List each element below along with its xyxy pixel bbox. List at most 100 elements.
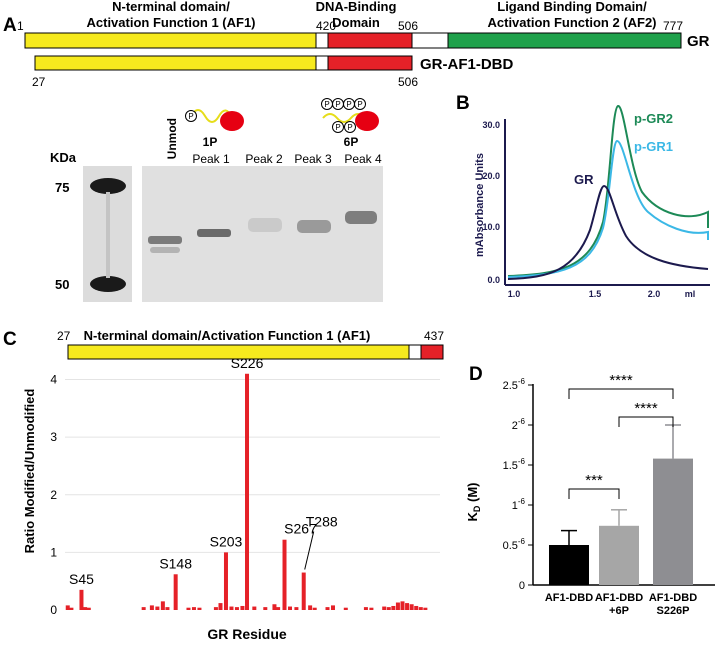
c-bar: [83, 607, 88, 610]
d-significance-bracket: [618, 416, 674, 427]
1p-tail-icon: [190, 109, 233, 123]
c-bar: [234, 607, 239, 610]
d-ylabel-base: K: [465, 512, 480, 522]
d-category-label: AF1-DBD: [649, 592, 697, 604]
c-ytick-label: 2: [50, 488, 57, 502]
gr-hinge-segment: [411, 32, 449, 49]
d-significance: ***********: [568, 372, 674, 499]
c-bar: [395, 602, 400, 610]
c-bar: [86, 607, 91, 610]
d-bar: [599, 525, 639, 585]
kda-label: KDa: [50, 150, 77, 165]
c-bar: [173, 574, 178, 610]
c-bar: [294, 607, 299, 610]
c-bar: [186, 607, 191, 610]
c-annotation-label: S148: [159, 555, 192, 571]
construct-marker-506: 506: [398, 75, 418, 89]
d-significance-label: ***: [585, 472, 603, 489]
c-dbd-segment: [420, 344, 444, 360]
d-bar: [549, 545, 589, 585]
phospho-circle-icon: [185, 110, 197, 122]
lane-peak4-label: Peak 4: [344, 152, 382, 166]
d-ytick-label: 2-6: [512, 417, 526, 432]
d-significance-label: ****: [609, 372, 633, 389]
d-category-label-2: +6P: [609, 605, 629, 617]
b-ytick-10: 10.0: [482, 222, 500, 232]
construct-label: GR-AF1-DBD: [420, 56, 513, 73]
c-bar: [386, 607, 391, 610]
marker-506: 506: [398, 19, 418, 33]
c-bar: [79, 589, 84, 610]
phospho-symbol: P: [324, 100, 329, 109]
c-bar: [382, 606, 387, 610]
c-bar: [391, 605, 396, 610]
d-significance-bracket: [568, 388, 674, 399]
lbd-domain-title-2: Activation Function 2 (AF2): [488, 15, 657, 30]
c-annotation-label: S267: [284, 521, 317, 537]
phospho-symbol: P: [346, 100, 351, 109]
b-ylabel: mAbsorbance Units: [474, 153, 486, 257]
c-bar: [191, 607, 196, 610]
lane-peak3-label: Peak 3: [294, 152, 332, 166]
diagram-1p-label: 1P: [203, 135, 218, 149]
marker-50-label: 50: [55, 277, 69, 292]
phospho-symbol: P: [357, 100, 362, 109]
c-bar: [418, 607, 423, 610]
band-peak1: [197, 229, 231, 237]
d-ylabel-unit: (M): [465, 483, 480, 506]
6p-protein-icon: [355, 111, 379, 131]
d-category-label: AF1-DBD: [545, 592, 593, 604]
phospho-symbol: P: [347, 123, 352, 132]
phospho-circle-icon: [354, 98, 366, 110]
lbd-domain-title-1: Ligand Binding Domain/: [497, 0, 647, 14]
c-bar: [282, 539, 287, 610]
ladder-band-50: [90, 276, 126, 292]
construct-marker-27: 27: [32, 75, 46, 89]
c-bar: [400, 601, 405, 610]
marker-1: 1: [17, 19, 24, 33]
c-xlabel: GR Residue: [207, 626, 287, 642]
c-annotation-label: S45: [69, 571, 94, 587]
c-bar: [330, 605, 335, 610]
c-bar: [252, 606, 257, 610]
c-bar: [263, 607, 268, 610]
c-bar: [409, 604, 414, 610]
band-unmod: [148, 236, 182, 244]
panel-a: A N-terminal domain/ Activation Function…: [3, 0, 710, 302]
d-ytick-label: 0: [519, 580, 525, 592]
b-ytick-0: 0.0: [487, 275, 500, 285]
d-ytick-label: 0.5-6: [503, 537, 526, 552]
gr-label: GR: [687, 33, 710, 50]
band-peak3: [297, 220, 331, 233]
panel-b: B mAbsorbance Units 30.0 20.0 10.0 0.0 1…: [456, 93, 710, 299]
b-label-pgr2: p-GR2: [634, 111, 673, 126]
c-bar: [65, 605, 70, 610]
b-xtick-15: 1.5: [589, 289, 602, 299]
c-bar: [165, 607, 170, 610]
sample-gel-image: [142, 166, 383, 302]
b-xunit: ml: [685, 289, 696, 299]
gr-linker-segment: [315, 32, 329, 49]
band-peak4: [345, 211, 377, 224]
panel-a-letter: A: [3, 15, 17, 36]
c-gridlines: [65, 379, 440, 553]
c-bar: [149, 605, 154, 610]
c-bar: [343, 607, 348, 610]
phospho-circle-icon: [344, 121, 356, 133]
c-bar: [240, 605, 245, 610]
c-bar: [423, 607, 428, 610]
c-bar: [213, 607, 218, 610]
c-annotation-label: T288: [306, 514, 338, 530]
band-unmod-lower: [150, 247, 180, 253]
d-ytick-label: 2.5-6: [503, 377, 526, 392]
diagram-1p: P 1P: [185, 109, 244, 149]
d-category-label: AF1-DBD: [595, 592, 643, 604]
c-bar: [363, 607, 368, 610]
phospho-symbol: P: [335, 123, 340, 132]
c-bar: [414, 605, 419, 610]
band-peak2: [248, 218, 282, 232]
b-ytick-30: 30.0: [482, 120, 500, 130]
c-ytick-label: 1: [50, 545, 57, 559]
c-ytick-label: 4: [50, 373, 57, 387]
